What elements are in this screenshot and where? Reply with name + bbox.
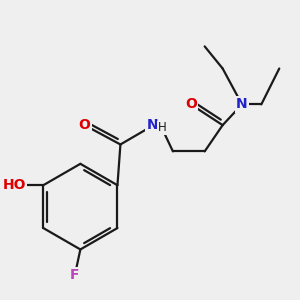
Text: H: H	[158, 122, 167, 134]
Text: N: N	[236, 98, 248, 111]
Text: N: N	[146, 118, 158, 132]
Text: F: F	[70, 268, 80, 282]
Text: O: O	[185, 98, 197, 111]
Text: O: O	[79, 118, 90, 132]
Text: HO: HO	[2, 178, 26, 192]
